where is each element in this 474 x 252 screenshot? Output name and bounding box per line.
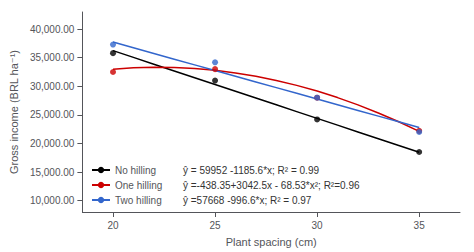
svg-text:30: 30 xyxy=(312,220,324,231)
svg-text:Gross income (BRL ha⁻¹): Gross income (BRL ha⁻¹) xyxy=(8,50,20,174)
svg-text:20: 20 xyxy=(107,220,119,231)
svg-text:25,000.00: 25,000.00 xyxy=(30,109,75,120)
svg-text:ŷ = 59952 -1185.6*x; R² = 0.99: ŷ = 59952 -1185.6*x; R² = 0.99 xyxy=(183,165,319,176)
svg-text:One hilling: One hilling xyxy=(115,180,162,191)
svg-text:ŷ =-438.35+3042.5x - 68.53*x²;: ŷ =-438.35+3042.5x - 68.53*x²; R²=0.96 xyxy=(183,180,360,191)
svg-text:35: 35 xyxy=(414,220,426,231)
svg-text:ŷ =57668 -996.6*x; R² = 0.97: ŷ =57668 -996.6*x; R² = 0.97 xyxy=(183,195,312,206)
svg-text:25: 25 xyxy=(209,220,221,231)
svg-text:10,000.00: 10,000.00 xyxy=(30,195,75,206)
svg-text:35,000.00: 35,000.00 xyxy=(30,52,75,63)
svg-text:15,000.00: 15,000.00 xyxy=(30,167,75,178)
svg-text:No hilling: No hilling xyxy=(115,165,156,176)
svg-text:Two hilling: Two hilling xyxy=(115,195,162,206)
svg-text:Plant spacing (cm): Plant spacing (cm) xyxy=(226,236,317,248)
svg-text:40,000.00: 40,000.00 xyxy=(30,24,75,35)
svg-text:20,000.00: 20,000.00 xyxy=(30,138,75,149)
svg-text:30,000.00: 30,000.00 xyxy=(30,81,75,92)
